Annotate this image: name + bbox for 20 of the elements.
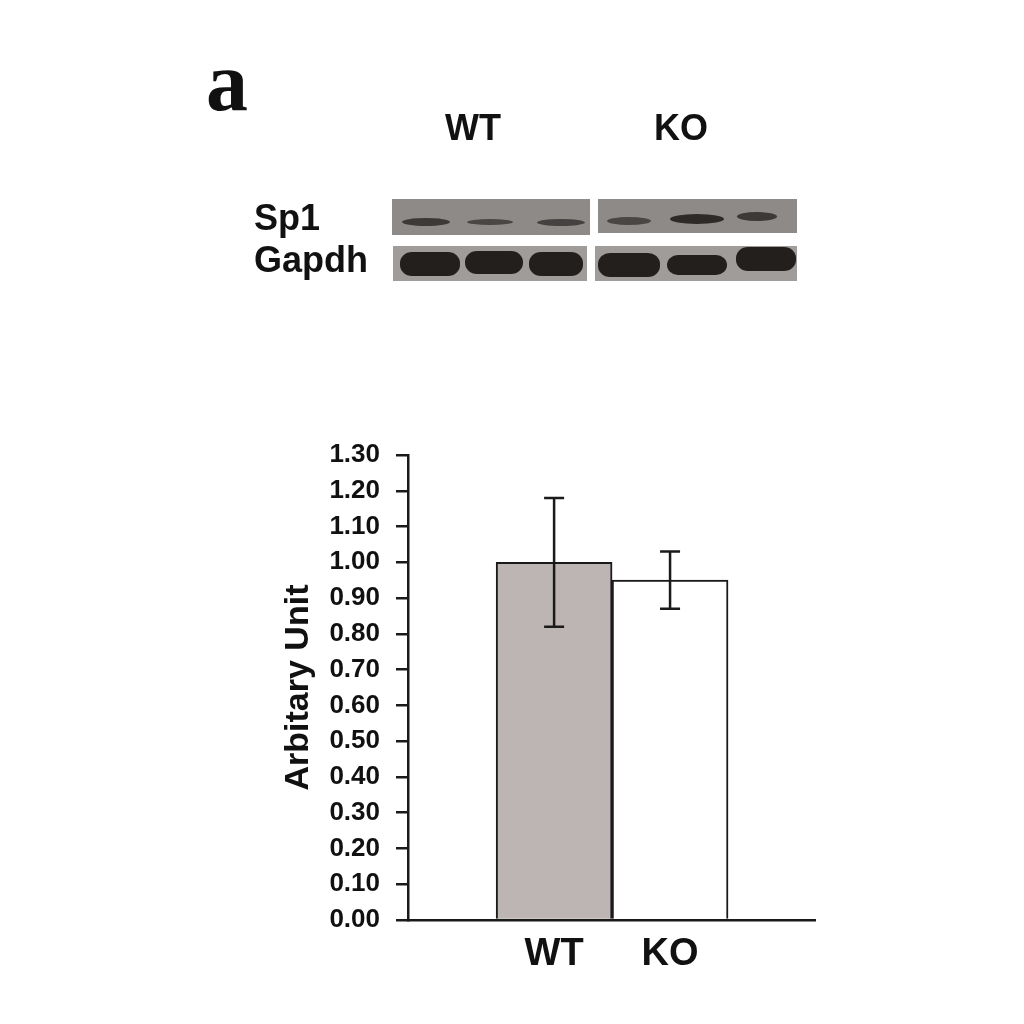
y-tick-label: 1.30	[329, 438, 380, 469]
y-tick-label: 1.00	[329, 545, 380, 576]
y-tick-label: 1.10	[329, 509, 380, 540]
y-tick-label: 1.20	[329, 473, 380, 504]
y-tick-label: 0.70	[329, 652, 380, 683]
text: Sp1	[254, 197, 321, 238]
text: a	[206, 35, 248, 128]
y-tick-label: 0.50	[329, 724, 380, 755]
y-tick-label: 0.10	[329, 867, 380, 898]
y-tick-label: 0.40	[329, 760, 380, 791]
y-tick-label: 0.00	[329, 903, 380, 934]
text: WT	[445, 107, 501, 148]
y-tick-label: 0.20	[329, 831, 380, 862]
text: KO	[654, 107, 708, 148]
text: Gapdh	[254, 239, 368, 280]
y-tick-label: 0.30	[329, 795, 380, 826]
y-tick-label: 0.90	[329, 581, 380, 612]
y-axis-title: Arbitary Unit	[276, 584, 315, 791]
y-tick-label: 0.60	[329, 688, 380, 719]
y-tick-label: 0.80	[329, 617, 380, 648]
